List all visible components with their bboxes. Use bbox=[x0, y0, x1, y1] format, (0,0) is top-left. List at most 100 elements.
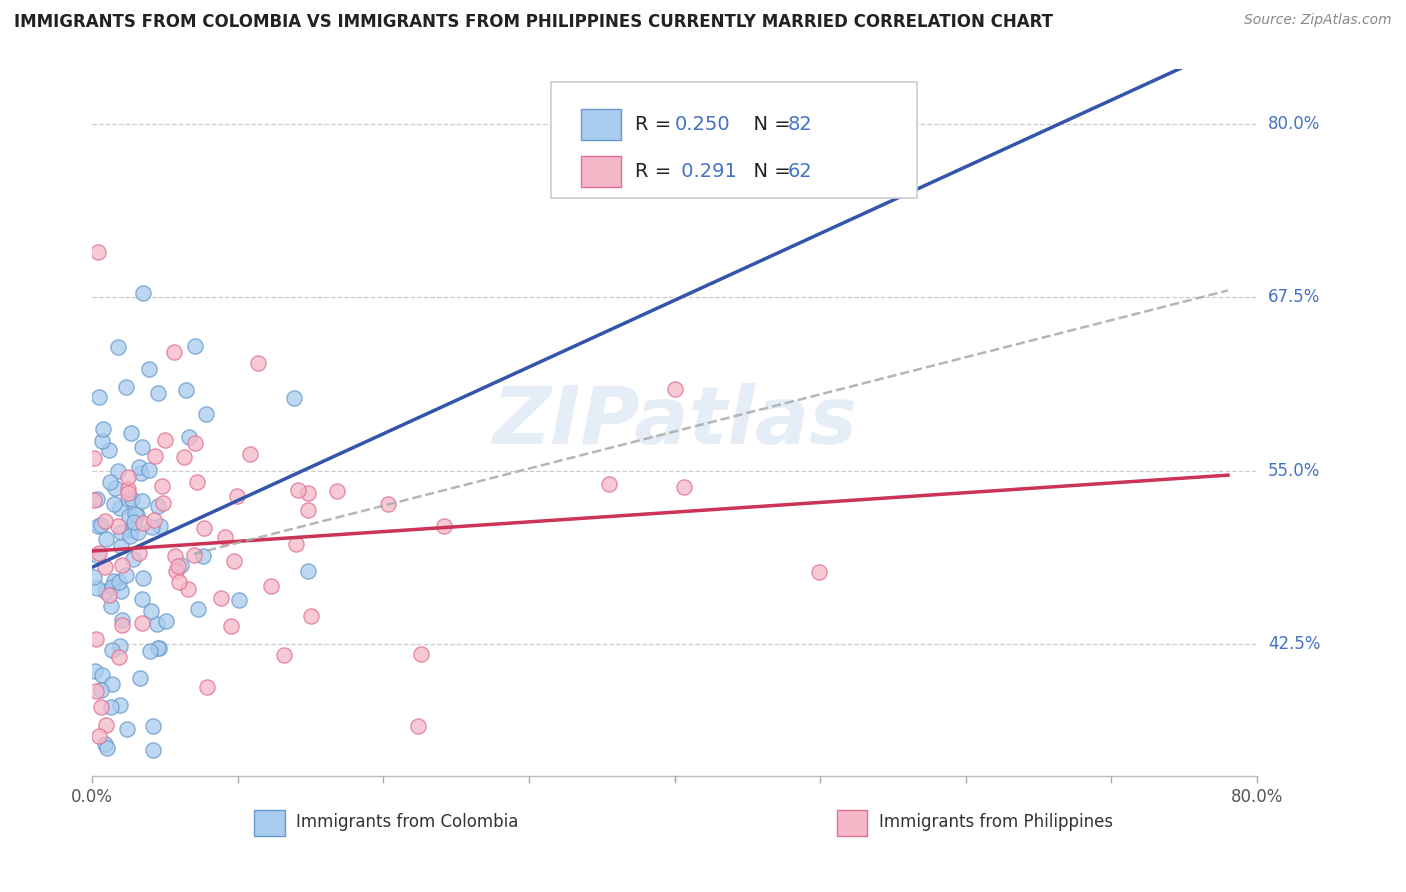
Point bbox=[598, 477, 620, 491]
Point bbox=[122, 552, 145, 566]
Point bbox=[297, 502, 319, 516]
Point bbox=[176, 384, 198, 398]
Point bbox=[195, 407, 218, 421]
Point bbox=[132, 571, 155, 585]
Point bbox=[409, 647, 432, 661]
Point bbox=[165, 564, 187, 578]
Point bbox=[406, 719, 429, 733]
Point bbox=[283, 391, 305, 405]
Point bbox=[228, 593, 250, 607]
Text: ZIPatlas: ZIPatlas bbox=[492, 384, 858, 461]
Point bbox=[143, 450, 166, 464]
Point bbox=[128, 460, 150, 475]
Point bbox=[222, 554, 245, 568]
Point bbox=[121, 491, 143, 506]
Point bbox=[183, 548, 205, 562]
Point bbox=[214, 529, 236, 543]
Text: N =: N = bbox=[741, 162, 797, 181]
Point bbox=[87, 518, 110, 533]
Point bbox=[87, 245, 110, 260]
Point bbox=[142, 719, 165, 733]
Point bbox=[807, 566, 830, 580]
Point bbox=[87, 390, 110, 404]
Point bbox=[187, 602, 209, 616]
Point bbox=[167, 574, 190, 589]
Point bbox=[98, 443, 121, 458]
Point bbox=[110, 539, 132, 553]
Point bbox=[104, 481, 127, 495]
Point bbox=[111, 558, 134, 572]
Point bbox=[103, 497, 125, 511]
Point bbox=[110, 698, 132, 712]
Point bbox=[96, 718, 118, 732]
Point bbox=[155, 614, 177, 628]
Point bbox=[108, 639, 131, 653]
Point bbox=[110, 524, 132, 539]
Point bbox=[186, 475, 208, 489]
Text: Source: ZipAtlas.com: Source: ZipAtlas.com bbox=[1244, 13, 1392, 28]
Point bbox=[91, 434, 114, 448]
Point bbox=[128, 546, 150, 560]
Point bbox=[107, 340, 129, 354]
Point bbox=[111, 618, 134, 632]
Point bbox=[132, 285, 155, 300]
Point bbox=[177, 582, 200, 596]
Point bbox=[142, 513, 165, 527]
Text: N =: N = bbox=[741, 115, 797, 134]
Point bbox=[117, 482, 139, 496]
Point bbox=[153, 434, 176, 448]
Point bbox=[146, 617, 169, 632]
Text: 0.250: 0.250 bbox=[675, 115, 731, 134]
Text: 82: 82 bbox=[787, 115, 813, 134]
Point bbox=[90, 682, 112, 697]
Point bbox=[86, 491, 108, 506]
Point bbox=[287, 483, 309, 497]
Point bbox=[127, 508, 149, 522]
Point bbox=[83, 493, 105, 508]
Point bbox=[110, 613, 132, 627]
Point bbox=[118, 529, 141, 543]
Point bbox=[129, 671, 152, 685]
Text: 67.5%: 67.5% bbox=[1268, 288, 1320, 306]
Point bbox=[110, 583, 132, 598]
Text: 62: 62 bbox=[787, 162, 813, 181]
Point bbox=[101, 580, 124, 594]
Point bbox=[115, 722, 138, 736]
Point bbox=[96, 741, 118, 756]
Point bbox=[114, 380, 136, 394]
Point bbox=[195, 681, 218, 695]
Point bbox=[91, 668, 114, 682]
Point bbox=[91, 422, 114, 436]
Point bbox=[377, 497, 399, 511]
Point bbox=[117, 509, 139, 524]
Point bbox=[132, 516, 155, 530]
Point bbox=[86, 581, 108, 595]
Point bbox=[90, 699, 112, 714]
Point bbox=[129, 466, 152, 480]
Text: R =: R = bbox=[636, 162, 678, 181]
Point bbox=[209, 591, 232, 606]
Point bbox=[177, 430, 200, 444]
Point bbox=[131, 615, 153, 630]
Point bbox=[110, 500, 132, 515]
Point bbox=[170, 558, 193, 572]
Point bbox=[152, 496, 174, 510]
Point bbox=[93, 514, 115, 528]
Text: 80.0%: 80.0% bbox=[1268, 115, 1320, 133]
Text: Immigrants from Colombia: Immigrants from Colombia bbox=[297, 814, 519, 831]
Point bbox=[131, 494, 153, 508]
Point bbox=[108, 574, 131, 589]
Point bbox=[131, 591, 153, 606]
Point bbox=[108, 650, 131, 665]
Point bbox=[131, 440, 153, 454]
Point bbox=[100, 699, 122, 714]
Point bbox=[100, 642, 122, 657]
Point bbox=[433, 518, 456, 533]
Point bbox=[183, 339, 205, 353]
Point bbox=[284, 537, 307, 551]
Point bbox=[98, 475, 121, 489]
Point bbox=[90, 517, 112, 532]
Point bbox=[150, 479, 173, 493]
Point bbox=[163, 549, 186, 563]
Point bbox=[83, 450, 105, 465]
